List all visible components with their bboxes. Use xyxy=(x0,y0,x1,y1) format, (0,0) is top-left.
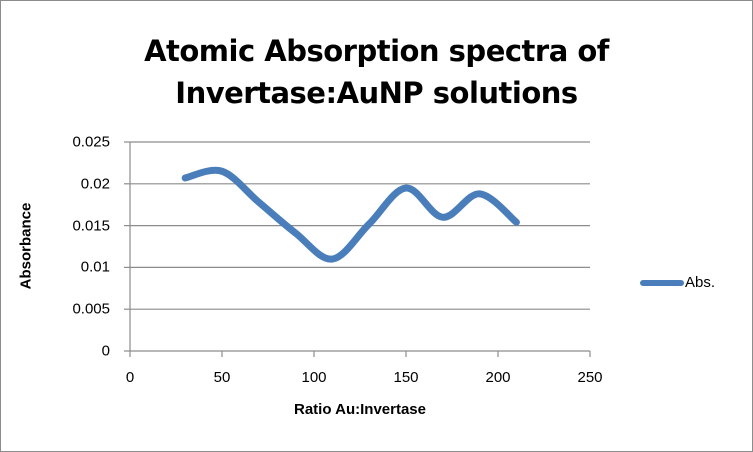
legend-swatch-abs xyxy=(640,279,684,286)
y-tick-label: 0.015 xyxy=(72,217,110,235)
y-tick-label: 0.02 xyxy=(80,175,110,193)
x-axis-label: Ratio Au:Invertase xyxy=(294,401,426,418)
y-tick-label: 0.025 xyxy=(72,133,110,151)
x-tick-label: 0 xyxy=(125,369,135,386)
y-tick-label: 0.01 xyxy=(80,258,110,276)
legend: Abs. xyxy=(640,274,715,291)
x-tick-label: 200 xyxy=(485,369,511,386)
series-line-abs xyxy=(181,166,520,263)
chart-title-line-2: Invertase:AuNP solutions xyxy=(175,76,578,110)
x-tick-label: 150 xyxy=(393,369,419,386)
legend-label-abs: Abs. xyxy=(685,274,716,291)
y-axis-label: Absorbance xyxy=(17,202,35,290)
x-tick-label: 100 xyxy=(301,369,327,386)
x-tick-label: 250 xyxy=(577,369,603,386)
x-tick-label: 50 xyxy=(213,369,231,386)
y-tick-label: 0 xyxy=(101,342,110,360)
chart-title-line-1: Atomic Absorption spectra of xyxy=(144,34,609,68)
y-tick-label: 0.005 xyxy=(72,300,110,318)
